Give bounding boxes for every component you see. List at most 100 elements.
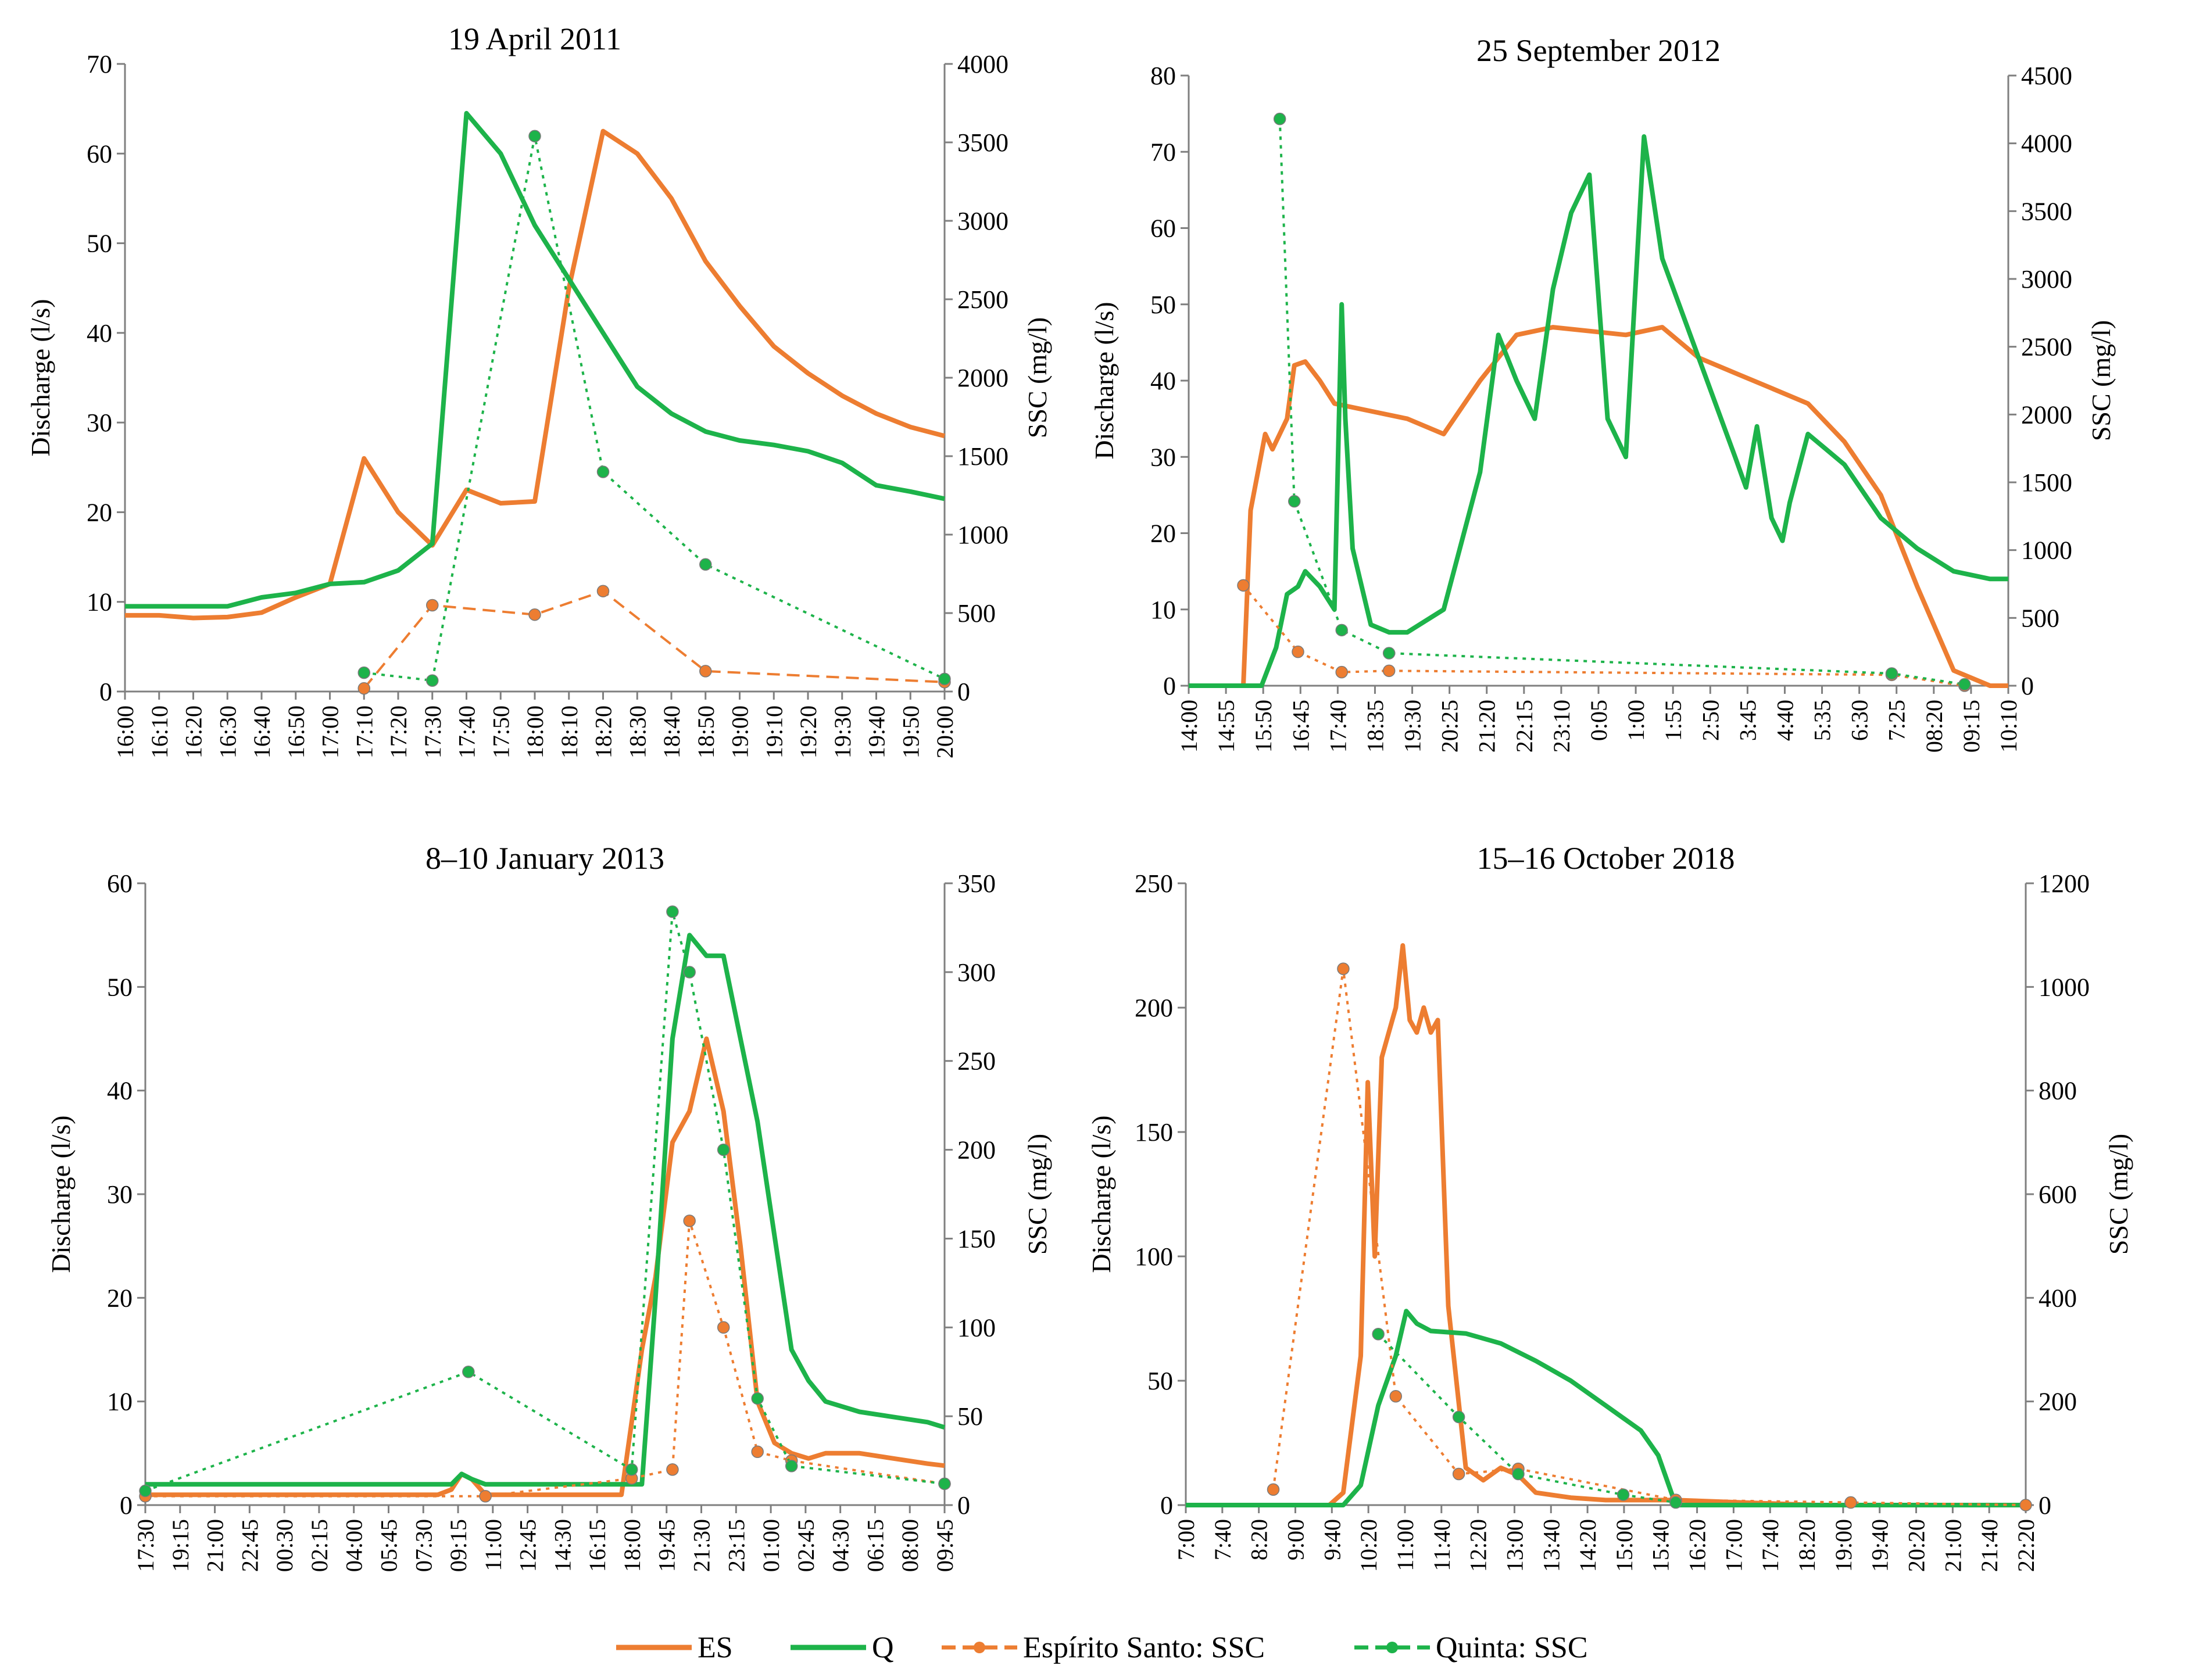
x-tick-label: 21:40 (1976, 1519, 2002, 1572)
y2-tick-label: 3500 (957, 128, 1009, 157)
y2-tick-label: 3000 (2021, 265, 2072, 293)
x-tick-label: 17:00 (1721, 1519, 1747, 1572)
y-tick-label: 30 (87, 409, 112, 437)
x-tick-label: 4:40 (1772, 700, 1798, 741)
x-tick-label: 15:00 (1611, 1519, 1637, 1572)
chart-panel-3: 8–10 January 2013 0 10 20 30 40 50 60 0 50 100 150 2… (46, 841, 1052, 1572)
es-ssc-line (363, 590, 945, 689)
chart-title: 8–10 January 2013 (425, 841, 664, 876)
x-tick-label: 21:00 (202, 1519, 228, 1572)
chart-title: 25 September 2012 (1476, 33, 1721, 68)
q-ssc-point (1452, 1410, 1465, 1424)
y-tick-label: 60 (1150, 214, 1176, 243)
y2-tick-label: 1000 (957, 521, 1009, 549)
x-tick-label: 16:20 (181, 705, 207, 758)
y-tick-label: 20 (107, 1284, 133, 1312)
x-tick-label: 07:30 (410, 1519, 437, 1572)
x-tick-label: 16:00 (112, 705, 138, 758)
x-tick-label: 14:30 (549, 1519, 575, 1572)
chart-panel-2: 25 September 2012 0 10 20 30 40 50 60 70 80 0 500 10… (1089, 33, 2116, 753)
x-tick-label: 16:10 (146, 705, 173, 758)
y2-tick-label: 100 (957, 1313, 996, 1342)
q-ssc-point (1335, 624, 1348, 637)
q-ssc-line (145, 910, 945, 1492)
x-tick-label: 18:00 (619, 1519, 645, 1572)
q-ssc-point (528, 130, 541, 142)
q-ssc-point (1617, 1488, 1630, 1501)
x-tick-label: 04:00 (341, 1519, 367, 1572)
x-tick-label: 00:30 (271, 1519, 298, 1572)
y2-tick-label: 500 (2021, 604, 2059, 632)
x-tick-label: 11:40 (1429, 1519, 1455, 1571)
y2-tick-label: 2500 (2021, 333, 2072, 361)
y-tick-label: 200 (1135, 994, 1173, 1022)
x-tick-label: 14:00 (1176, 700, 1202, 753)
x-tick-label: 20:00 (932, 705, 958, 758)
y2-tick-label: 3000 (957, 207, 1009, 235)
q-ssc-point (596, 465, 610, 478)
q-ssc-point (938, 672, 951, 686)
es-ssc-point (699, 665, 712, 678)
y-tick-label: 10 (87, 588, 112, 617)
q-ssc-point (625, 1463, 638, 1476)
legend-es-ssc-marker (974, 1642, 985, 1653)
x-tick-label: 19:10 (761, 705, 787, 758)
x-tick-label: 05:45 (376, 1519, 402, 1572)
x-tick-label: 19:15 (167, 1519, 194, 1572)
y2-tick-label: 1000 (2039, 973, 2090, 1001)
q-ssc-point (683, 966, 696, 979)
x-tick-label: 19:30 (1400, 700, 1426, 753)
q-discharge-line (1186, 1309, 2026, 1507)
x-tick-label: 20:20 (1904, 1519, 1930, 1572)
q-ssc-point (426, 674, 439, 687)
x-tick-label: 22:15 (1511, 700, 1537, 753)
q-ssc-point (1669, 1496, 1682, 1509)
y-tick-label: 30 (1150, 443, 1176, 471)
y-tick-label: 60 (87, 139, 112, 168)
x-tick-label: 19:40 (1867, 1519, 1893, 1572)
x-tick-label: 10:20 (1356, 1519, 1382, 1572)
q-ssc-point (139, 1484, 152, 1498)
y2-tick-label: 2000 (957, 364, 1009, 392)
y2-tick-label: 4000 (2021, 130, 2072, 158)
q-discharge-line (145, 933, 946, 1487)
y2-axis-label: SSC (mg/l) (1022, 317, 1052, 438)
x-tick-label: 6:30 (1847, 700, 1873, 741)
chart-figure: 19 April 2011010203040506070050010001500… (26, 22, 2133, 1572)
x-tick-label: 09:15 (1958, 700, 1984, 753)
y-tick-label: 40 (87, 319, 112, 348)
q-ssc-point (1288, 495, 1301, 508)
es-ssc-point (1292, 645, 1304, 658)
x-tick-label: 17:50 (488, 705, 514, 758)
y2-tick-label: 1500 (957, 442, 1009, 471)
y2-tick-label: 4000 (957, 50, 1009, 78)
x-tick-label: 21:20 (1474, 700, 1500, 753)
es-ssc-point (1237, 579, 1250, 592)
y2-tick-label: 350 (957, 869, 996, 898)
y2-tick-label: 300 (957, 958, 996, 987)
x-tick-label: 18:40 (659, 705, 685, 758)
x-tick-label: 19:45 (654, 1519, 680, 1572)
x-tick-label: 15:40 (1648, 1519, 1674, 1572)
legend-q-ssc-marker (1386, 1642, 1398, 1653)
y2-tick-label: 1200 (2039, 869, 2090, 898)
x-tick-label: 17:00 (317, 705, 344, 758)
y-axis-label: Discharge (l/s) (26, 299, 55, 456)
x-tick-label: 18:20 (591, 705, 617, 758)
x-tick-label: 9:40 (1319, 1519, 1345, 1560)
q-ssc-point (699, 558, 712, 571)
x-tick-label: 5:35 (1809, 700, 1836, 741)
y2-axis-label: SSC (mg/l) (2086, 320, 2116, 441)
y2-tick-label: 2500 (957, 285, 1009, 314)
y-tick-label: 0 (120, 1491, 133, 1520)
q-ssc-point (666, 905, 679, 918)
y-tick-label: 0 (99, 678, 112, 706)
chart-panel-1: 19 April 2011 0 10 20 30 40 50 60 70 0 500 1000 1500… (26, 22, 1052, 758)
x-tick-label: 18:00 (522, 705, 548, 758)
y2-axis-label: SSC (mg/l) (2104, 1134, 2133, 1255)
es-ssc-point (717, 1321, 730, 1334)
x-tick-label: 19:00 (727, 705, 753, 758)
y-tick-label: 10 (107, 1388, 133, 1416)
y2-tick-label: 3500 (2021, 197, 2072, 225)
x-tick-label: 2:50 (1697, 700, 1723, 741)
